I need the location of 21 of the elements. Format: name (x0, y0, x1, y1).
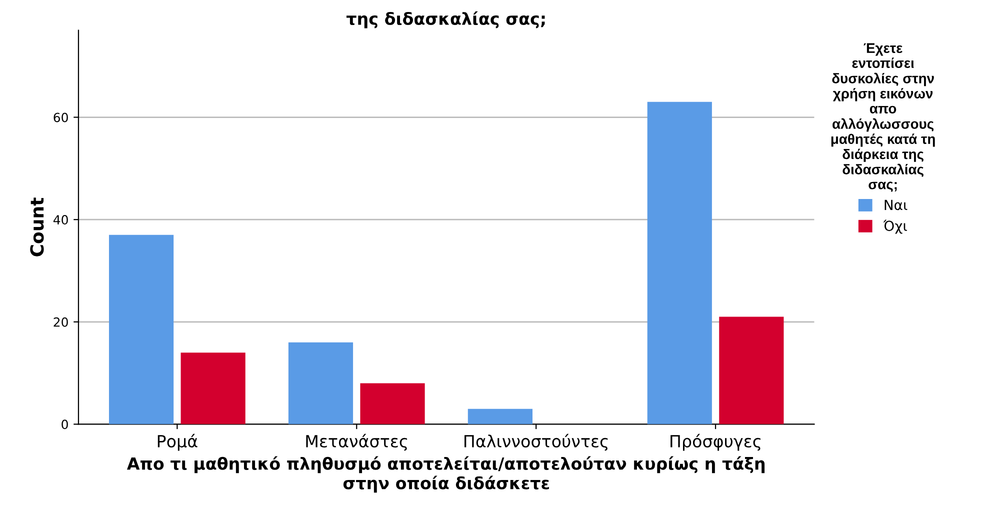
y-axis-title: Count (30, 198, 44, 256)
bar (288, 342, 354, 424)
bar (108, 234, 174, 424)
y-tick-label: 40 (53, 215, 68, 225)
legend-label: Όχι (883, 220, 907, 234)
x-tick-label: Ρομά (158, 434, 198, 451)
bar (647, 102, 712, 424)
x-axis-title: Απο τι μαθητικό πληθυσμό αποτελείται/αποτελούταν κυρίως η τάξη στην οποία διδάσκετε (126, 456, 765, 493)
bar (360, 383, 425, 424)
y-tick-label: 0 (62, 420, 68, 430)
y-tick-label: 20 (54, 317, 68, 327)
x-tick-label: Παλιννοστούντες (464, 434, 608, 451)
legend-label: Ναι (884, 200, 908, 210)
bar (719, 316, 784, 424)
x-tick-label: Πρόσφυγες (670, 434, 760, 451)
text: Έχετε εντοπίσει δυσκολίες στην χρήση εικόνων απο αλλόγλωσσους μαθητές κατά τη διάρκεια της διδασκαλίας σας; (831, 43, 935, 192)
chart-title: της διδασκαλίας σας; (346, 11, 545, 28)
bar (468, 408, 532, 424)
x-tick-label: Μετανάστες (306, 434, 408, 451)
bar (180, 352, 246, 424)
y-tick-label: 60 (54, 112, 68, 122)
